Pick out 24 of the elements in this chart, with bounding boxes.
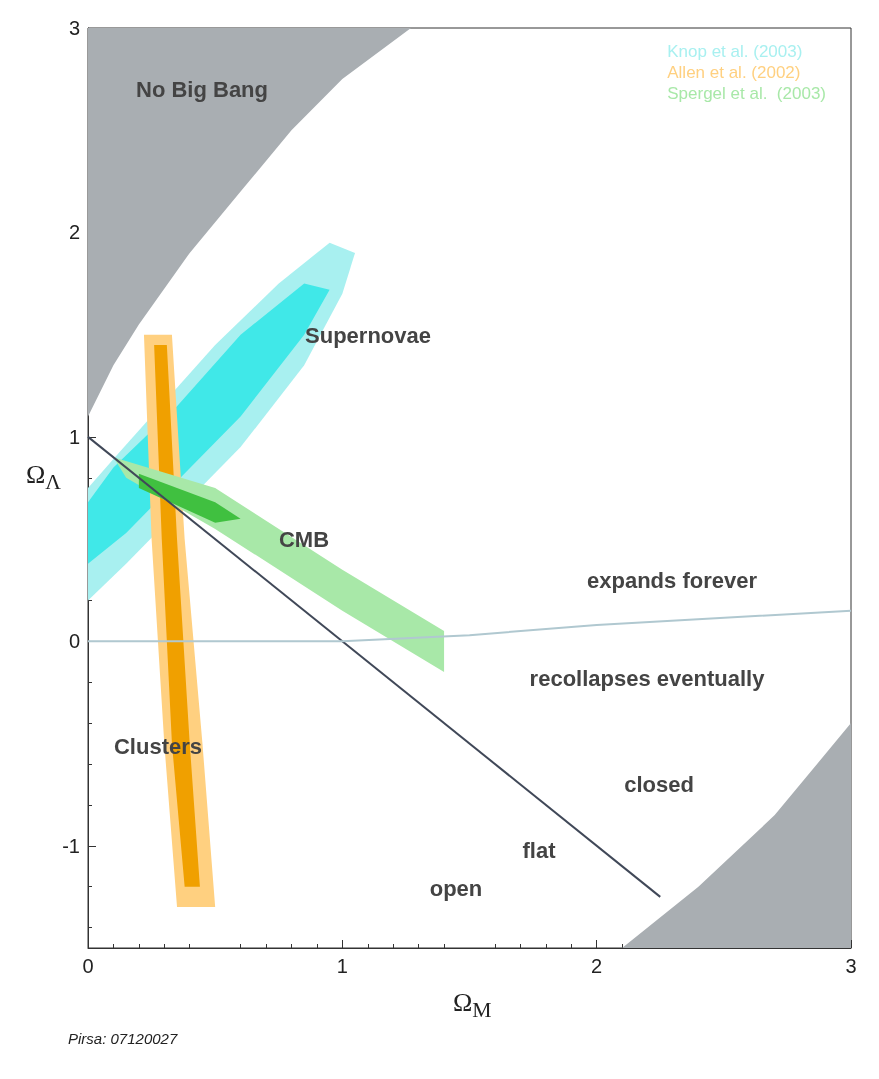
annotation: expands forever [587,567,758,593]
x-tick-label: 2 [591,955,603,977]
text: Spergel et al. (2003) [667,84,826,103]
annotation: open [429,875,483,901]
line-series [87,609,852,643]
text: Allen et al. (2002) [667,63,801,82]
x-tick-label: 0 [82,955,94,977]
y-tick-label: -1 [62,834,80,857]
annotation: flat [522,837,557,863]
x-tick-label: 3 [845,955,857,977]
text: Pirsa: 07120027 [68,1029,178,1047]
y-tick-label: 1 [68,425,80,448]
x-tick-label: 1 [336,955,348,977]
annotation: closed [624,771,694,797]
y-axis-title: Ω$_{Λ}$ [26,460,62,496]
annotation: CMB [278,526,330,552]
x-axis-title: Ω$_{M}$ [453,988,492,1024]
y-tick-label: 0 [68,630,80,653]
annotation: No Big Bang [136,76,268,102]
y-tick-label: 2 [68,221,80,244]
annotation: Supernovae [305,322,431,348]
text: Knop et al. (2003) [667,42,803,61]
y-tick-label: 3 [68,17,80,39]
annotation: recollapses eventually [529,665,766,691]
